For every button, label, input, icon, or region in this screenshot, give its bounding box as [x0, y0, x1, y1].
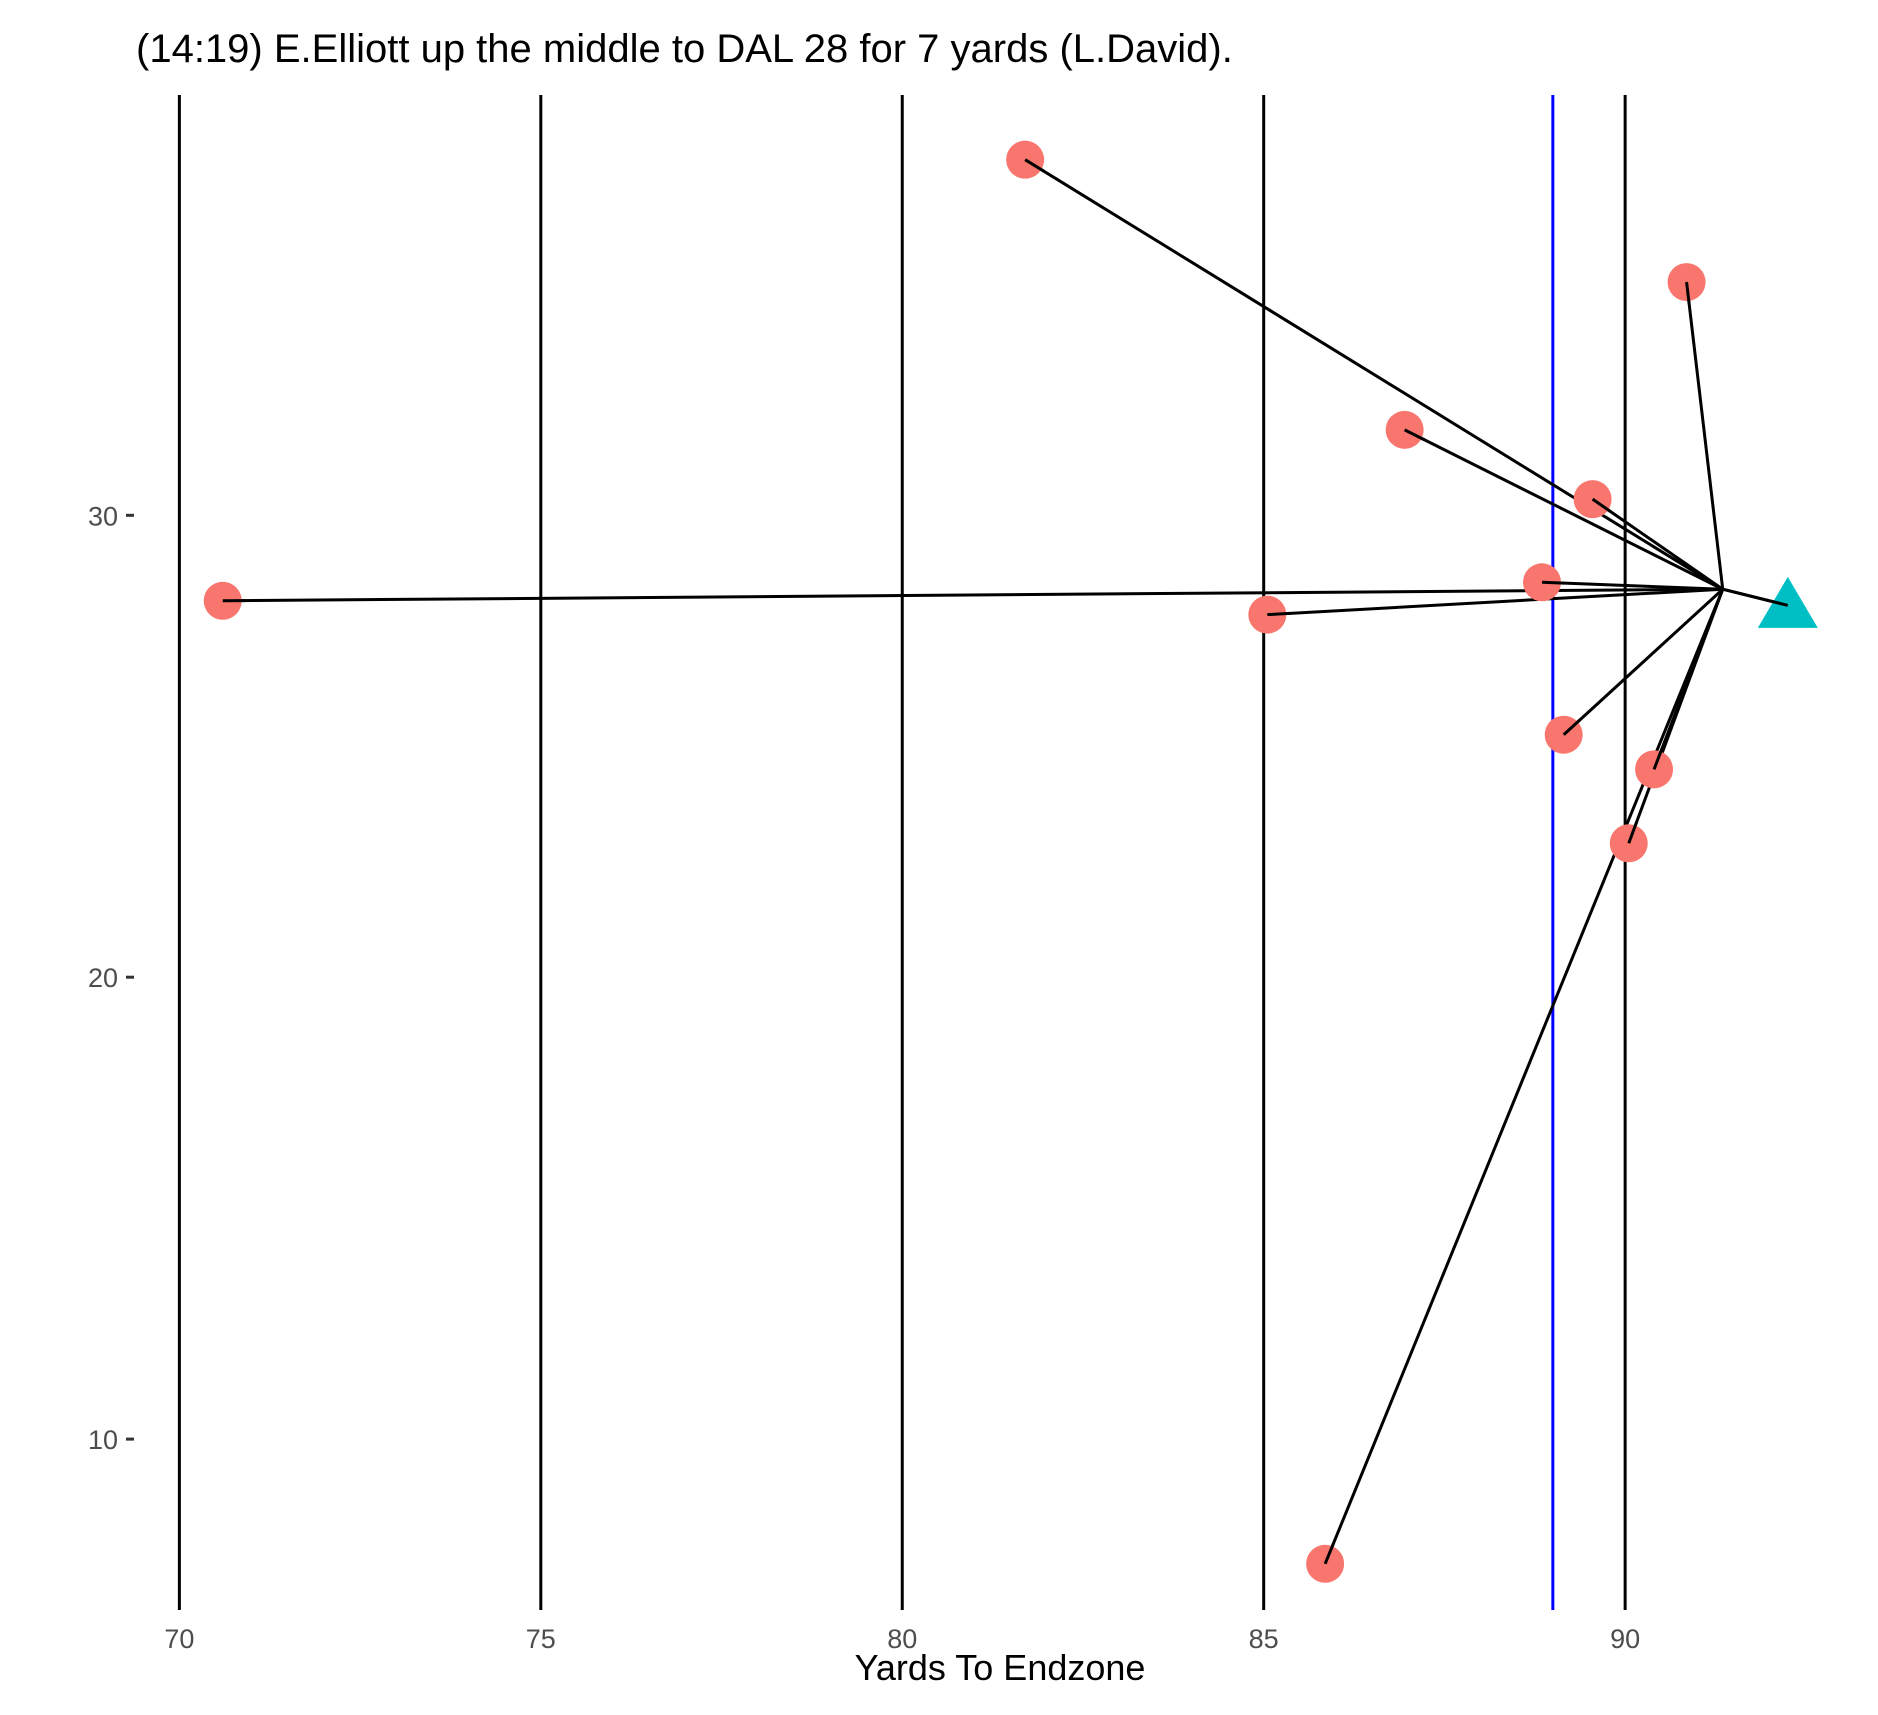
chart-title: (14:19) E.Elliott up the middle to DAL 2…: [136, 27, 1233, 71]
y-tick-label: 30: [88, 501, 118, 531]
connector-line: [1267, 587, 1723, 617]
player-points: [203, 140, 1818, 1583]
connector-line: [1652, 748, 1664, 770]
connector-line: [1267, 611, 1290, 617]
connector-line: [1685, 281, 1725, 590]
connector-line: [1024, 158, 1045, 173]
connector-line: [222, 587, 1723, 603]
x-tick-label: 85: [1249, 1624, 1279, 1654]
connector-line: [1541, 580, 1565, 585]
x-tick-label: 70: [164, 1624, 194, 1654]
connector-line: [1591, 497, 1724, 591]
x-axis: 70 75 80 85 90: [164, 1624, 1640, 1654]
connector-line: [1562, 718, 1581, 736]
defender-point: [1573, 480, 1612, 519]
x-tick-label: 75: [526, 1624, 556, 1654]
connector-line: [1323, 1542, 1335, 1565]
y-tick-label: 10: [88, 1425, 118, 1455]
y-tick-label: 20: [88, 963, 118, 993]
connector-line: [1403, 428, 1425, 442]
connector-line: [1024, 158, 1724, 591]
x-axis-title: Yards To Endzone: [855, 1647, 1146, 1688]
connector-line: [1591, 497, 1612, 513]
connector-line: [1562, 588, 1724, 736]
y-axis: 10 20 30: [88, 501, 134, 1455]
connector-line: [1403, 428, 1724, 591]
x-tick-label: 90: [1610, 1624, 1640, 1654]
ball-carrier-point: [1757, 576, 1818, 628]
connector-line: [1722, 587, 1789, 607]
x-tick-label: 80: [887, 1624, 917, 1654]
connector-line: [1685, 281, 1691, 305]
connector-line: [1627, 822, 1638, 844]
